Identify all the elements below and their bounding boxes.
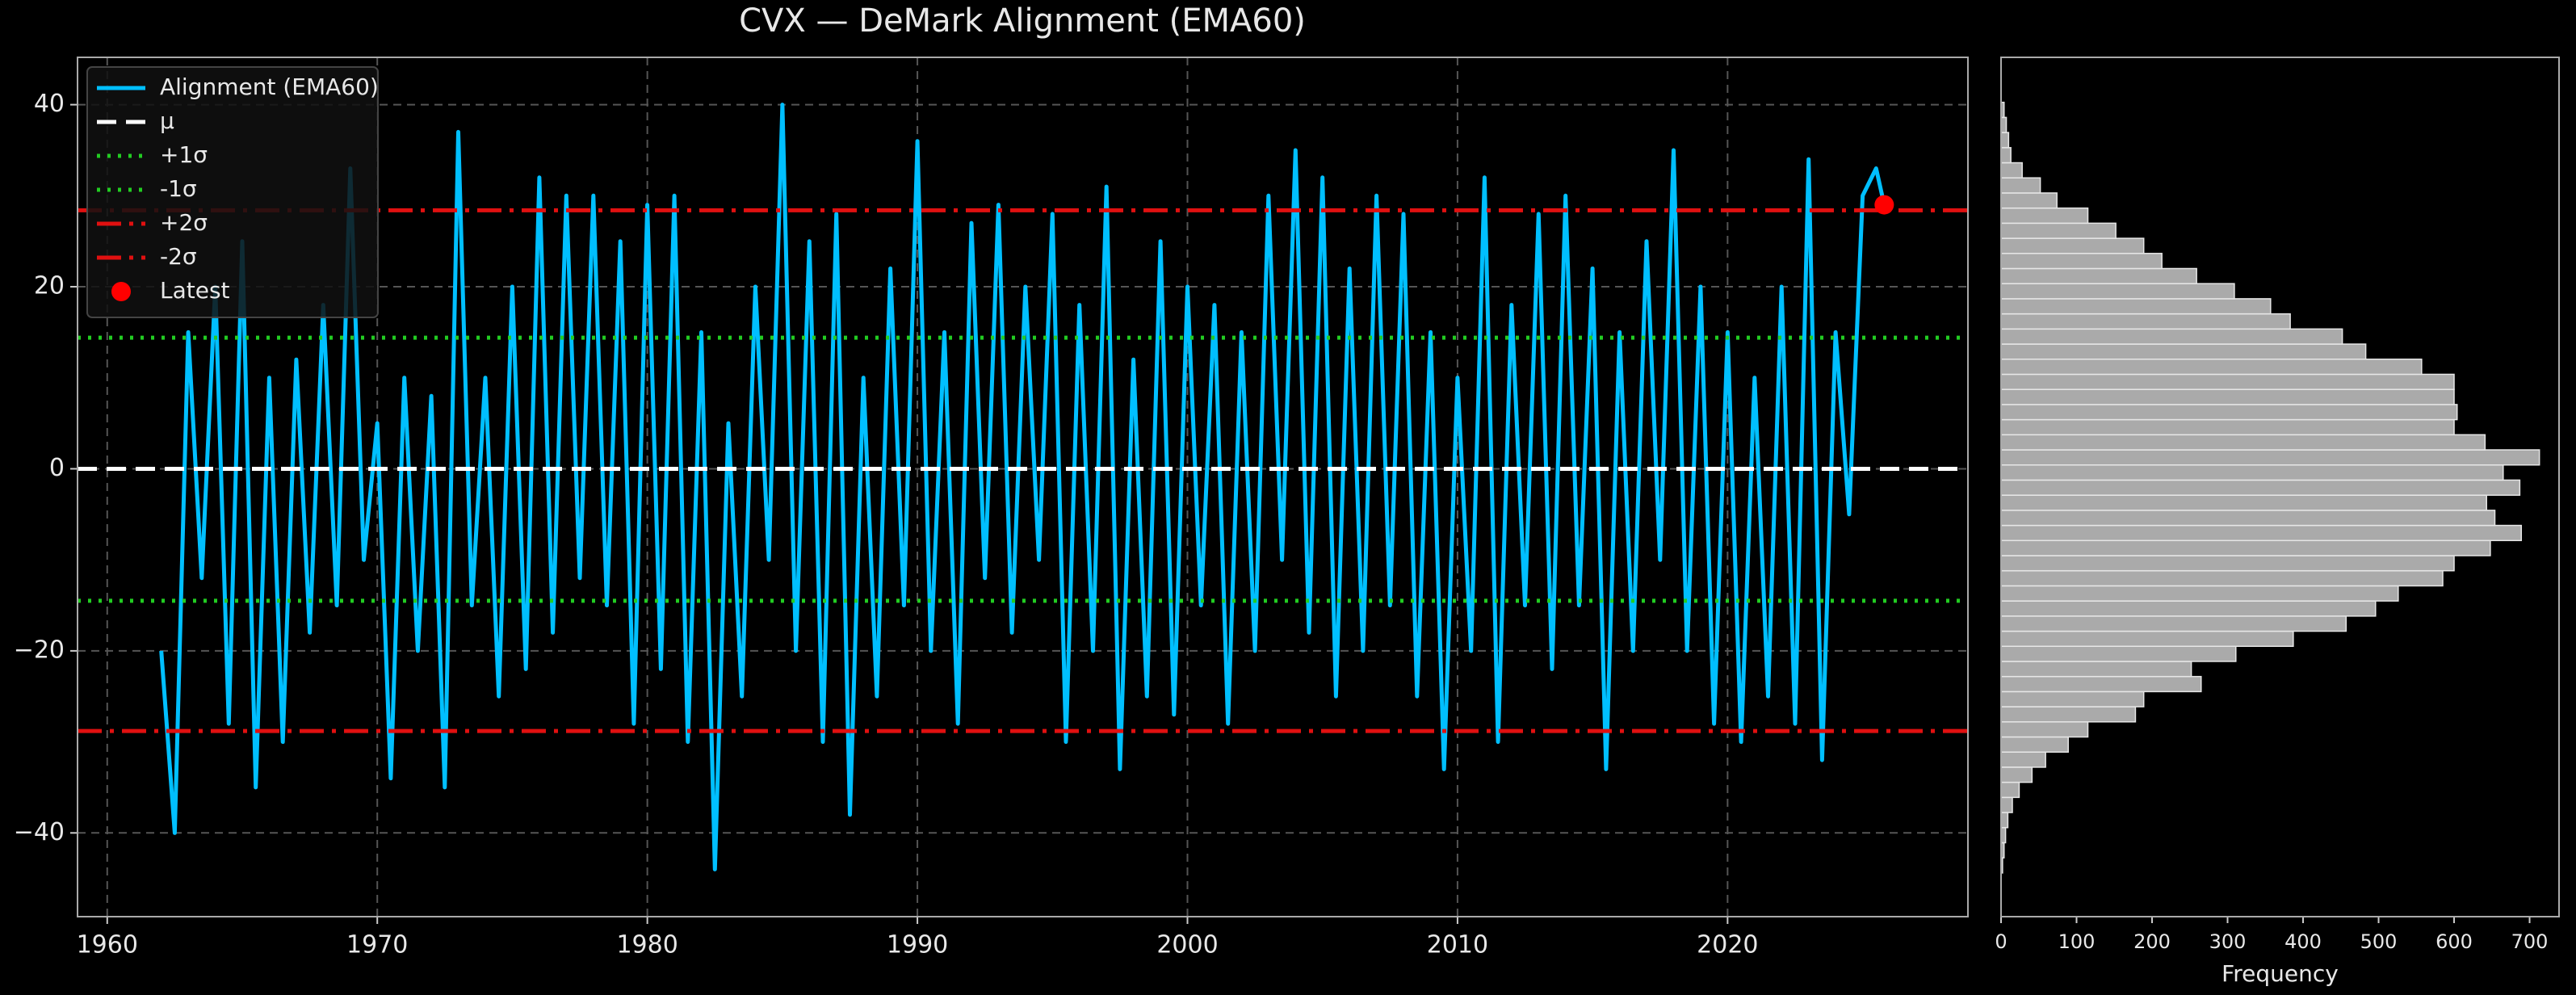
histogram-bar: [2000, 585, 2399, 602]
y-tick-label: 40: [34, 90, 65, 118]
histogram-bar: [2000, 192, 2058, 209]
x-tick-label: 2020: [1697, 931, 1758, 959]
histogram-bar: [2000, 630, 2294, 647]
histogram-bar: [2000, 766, 2033, 783]
x-tick-label: 200: [2133, 930, 2171, 953]
histogram-bar: [2000, 510, 2496, 527]
histogram-bar: [2000, 539, 2491, 556]
y-tick-label: 20: [34, 272, 65, 300]
legend-swatch: [111, 282, 131, 301]
x-tick-label: 2010: [1427, 931, 1488, 959]
histogram-bar: [2000, 373, 2455, 390]
histogram-bar: [2000, 736, 2069, 753]
histogram-bar: [2000, 418, 2455, 436]
legend-label: -1σ: [160, 175, 197, 202]
histogram-bar: [2000, 328, 2343, 345]
x-tick-label: 700: [2511, 930, 2549, 953]
legend-box: [86, 66, 379, 318]
x-tick-label: 1990: [887, 931, 948, 959]
histogram-bar: [2000, 721, 2089, 738]
histogram-bar: [2000, 615, 2347, 632]
histogram-bar: [2000, 812, 2009, 829]
chart-title: CVX — DeMark Alignment (EMA60): [739, 2, 1306, 40]
x-tick-label: 600: [2435, 930, 2473, 953]
histogram-bar: [2000, 388, 2455, 405]
x-axis-label: Frequency: [2221, 960, 2339, 987]
x-tick-label: 400: [2284, 930, 2322, 953]
legend-label: Latest: [160, 277, 230, 304]
histogram-bar: [2000, 298, 2272, 315]
histogram-bar: [2000, 313, 2291, 330]
histogram-bar: [2000, 706, 2137, 723]
plot-frame: [2000, 57, 2560, 917]
histogram-bar: [2000, 449, 2540, 466]
histogram-bar: [2000, 237, 2145, 254]
histogram-bar: [2000, 147, 2012, 164]
legend-label: +2σ: [160, 209, 208, 236]
histogram-bar: [2000, 359, 2423, 376]
y-tick-label: −20: [14, 636, 65, 664]
histogram-bar: [2000, 253, 2163, 270]
x-tick-label: 1970: [346, 931, 408, 959]
histogram-bar: [2000, 343, 2367, 360]
histogram-bar: [2000, 661, 2192, 678]
histogram-bar: [2000, 267, 2197, 284]
histogram-bar: [2000, 464, 2504, 481]
x-tick-label: 1960: [77, 931, 138, 959]
latest-point: [1874, 195, 1894, 215]
histogram-bar: [2000, 796, 2013, 813]
histogram-bar: [2000, 177, 2041, 194]
histogram-bar: [2000, 479, 2521, 496]
histogram-bar: [2000, 162, 2023, 178]
histogram-bar: [2000, 434, 2486, 451]
histogram-bar: [2000, 555, 2455, 572]
x-tick-label: 300: [2209, 930, 2247, 953]
histogram-bar: [2000, 691, 2145, 707]
histogram-bar: [2000, 283, 2235, 300]
histogram-bar: [2000, 494, 2487, 511]
histogram-bar: [2000, 569, 2444, 587]
plot-frame: [77, 57, 1969, 917]
x-tick-label: 100: [2058, 930, 2096, 953]
legend-label: Alignment (EMA60): [160, 73, 379, 100]
histogram-bar: [2000, 600, 2377, 617]
histogram-bar: [2000, 645, 2237, 662]
x-tick-label: 0: [1995, 930, 2007, 953]
x-tick-label: 500: [2360, 930, 2398, 953]
x-tick-label: 2000: [1156, 931, 1218, 959]
histogram-bar: [2000, 207, 2089, 225]
y-tick-label: −40: [14, 818, 65, 846]
histogram-bar: [2000, 222, 2117, 239]
histogram-bar: [2000, 404, 2458, 421]
x-tick-label: 1980: [616, 931, 678, 959]
histogram-bar: [2000, 781, 2020, 799]
legend-label: μ: [160, 107, 174, 134]
histogram-bar: [2000, 675, 2202, 693]
histogram-bar: [2000, 132, 2010, 149]
legend-label: +1σ: [160, 141, 208, 168]
legend-label: -2σ: [160, 243, 197, 270]
histogram-bar: [2000, 751, 2046, 768]
histogram-bar: [2000, 524, 2522, 542]
y-tick-label: 0: [49, 454, 65, 482]
